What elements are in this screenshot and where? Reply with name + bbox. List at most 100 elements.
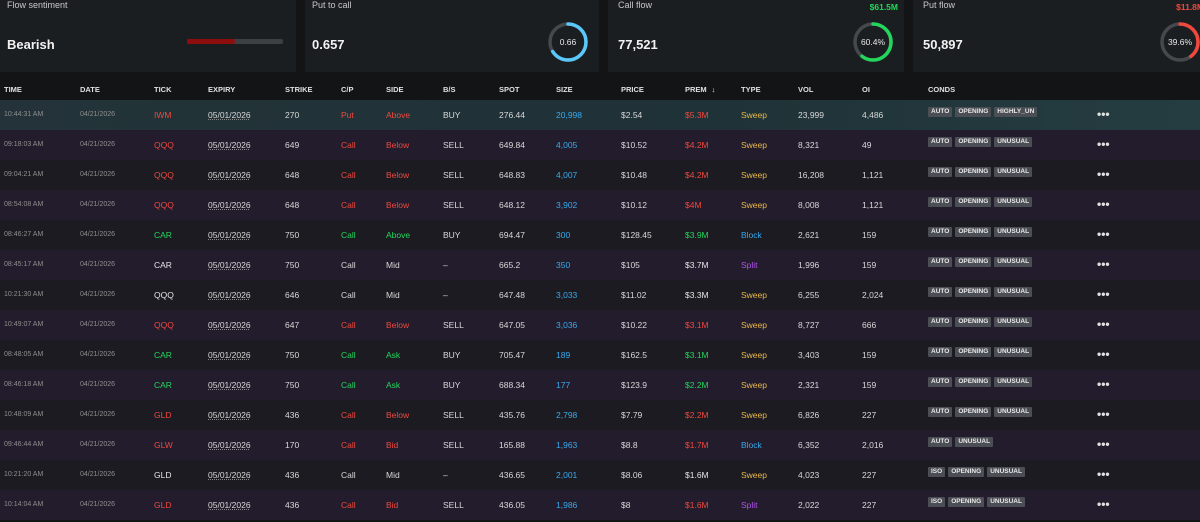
cell-strike: 170 <box>285 440 300 450</box>
cell-tick[interactable]: GLW <box>154 440 173 450</box>
cell-oi: 227 <box>862 470 877 480</box>
cell-price: $11.02 <box>621 290 647 300</box>
cell-size: 189 <box>556 350 571 360</box>
cell-size: 3,902 <box>556 200 578 210</box>
more-options-icon[interactable]: ••• <box>1097 227 1110 241</box>
cell-cp: Call <box>341 290 356 300</box>
cell-bs: – <box>443 470 448 480</box>
call-flow-card: Call flow $61.5M 77,521 60.4% <box>608 0 904 72</box>
cell-strike: 648 <box>285 200 300 210</box>
cell-tick[interactable]: QQQ <box>154 140 174 150</box>
column-header-conds[interactable]: CONDS <box>928 85 956 94</box>
cell-expiry: 05/01/2026 <box>208 290 251 300</box>
column-header-price[interactable]: PRICE <box>621 85 644 94</box>
more-options-icon[interactable]: ••• <box>1097 197 1110 211</box>
more-options-icon[interactable]: ••• <box>1097 287 1110 301</box>
table-row[interactable]: 09:04:21 AM 04/21/2026 QQQ 05/01/2026 648 Cal… <box>0 160 1200 190</box>
more-options-icon[interactable]: ••• <box>1097 107 1110 121</box>
more-options-icon[interactable]: ••• <box>1097 467 1110 481</box>
cell-type: Sweep <box>741 170 767 180</box>
table-row[interactable]: 10:14:04 AM 04/21/2026 GLD 05/01/2026 436 Cal… <box>0 490 1200 520</box>
cell-time: 09:04:21 AM <box>4 171 44 178</box>
cell-size: 2,001 <box>556 470 578 480</box>
column-header-strike[interactable]: STRIKE <box>285 85 313 94</box>
condition-tag: AUTO <box>928 107 953 117</box>
cell-time: 08:48:05 AM <box>4 351 44 358</box>
cell-strike: 647 <box>285 320 300 330</box>
cell-tick[interactable]: CAR <box>154 350 172 360</box>
table-row[interactable]: 08:46:27 AM 04/21/2026 CAR 05/01/2026 750 Cal… <box>0 220 1200 250</box>
table-row[interactable]: 09:18:03 AM 04/21/2026 QQQ 05/01/2026 649 Cal… <box>0 130 1200 160</box>
more-options-icon[interactable]: ••• <box>1097 257 1110 271</box>
column-header-time[interactable]: TIME <box>4 85 22 94</box>
column-header-side[interactable]: SIDE <box>386 85 404 94</box>
table-row[interactable]: 10:21:20 AM 04/21/2026 GLD 05/01/2026 436 Cal… <box>0 460 1200 490</box>
more-options-icon[interactable]: ••• <box>1097 407 1110 421</box>
cell-cp: Call <box>341 350 356 360</box>
cell-price: $123.9 <box>621 380 647 390</box>
cell-bs: SELL <box>443 500 464 510</box>
table-row[interactable]: 09:46:44 AM 04/21/2026 GLW 05/01/2026 170 Cal… <box>0 430 1200 460</box>
table-row[interactable]: 10:21:30 AM 04/21/2026 QQQ 05/01/2026 646 Cal… <box>0 280 1200 310</box>
table-row[interactable]: 08:54:08 AM 04/21/2026 QQQ 05/01/2026 648 Cal… <box>0 190 1200 220</box>
flow-sentiment-card: Flow sentiment Bearish <box>0 0 296 72</box>
condition-tag: OPENING <box>955 257 992 267</box>
more-options-icon[interactable]: ••• <box>1097 137 1110 151</box>
cell-tick[interactable]: CAR <box>154 230 172 240</box>
table-row[interactable]: 10:49:07 AM 04/21/2026 QQQ 05/01/2026 647 Cal… <box>0 310 1200 340</box>
cell-tick[interactable]: QQQ <box>154 170 174 180</box>
cell-price: $10.52 <box>621 140 647 150</box>
column-header-date[interactable]: DATE <box>80 85 100 94</box>
cell-price: $8.06 <box>621 470 643 480</box>
more-options-icon[interactable]: ••• <box>1097 437 1110 451</box>
column-header-vol[interactable]: VOL <box>798 85 814 94</box>
table-row[interactable]: 08:45:17 AM 04/21/2026 CAR 05/01/2026 750 Cal… <box>0 250 1200 280</box>
cell-prem: $2.2M <box>685 380 709 390</box>
more-options-icon[interactable]: ••• <box>1097 347 1110 361</box>
cell-tick[interactable]: QQQ <box>154 200 174 210</box>
cell-strike: 436 <box>285 410 300 420</box>
cell-tick[interactable]: QQQ <box>154 290 174 300</box>
put-to-call-gauge-label: 0.66 <box>559 37 577 47</box>
cell-prem: $3.1M <box>685 320 709 330</box>
cell-tick[interactable]: CAR <box>154 380 172 390</box>
cell-side: Mid <box>386 470 400 480</box>
condition-tag: OPENING <box>948 497 985 507</box>
column-header-cp[interactable]: C/P <box>341 85 354 94</box>
cell-tick[interactable]: GLD <box>154 500 172 510</box>
cell-expiry: 05/01/2026 <box>208 170 251 180</box>
condition-tag: UNUSUAL <box>994 287 1033 297</box>
cell-time: 08:46:18 AM <box>4 381 44 388</box>
more-options-icon[interactable]: ••• <box>1097 377 1110 391</box>
cell-tick[interactable]: CAR <box>154 260 172 270</box>
column-header-oi[interactable]: OI <box>862 85 870 94</box>
table-row[interactable]: 08:48:05 AM 04/21/2026 CAR 05/01/2026 750 Cal… <box>0 340 1200 370</box>
column-header-expiry[interactable]: EXPIRY <box>208 85 236 94</box>
table-row[interactable]: 10:44:31 AM 04/21/2026 IWM 05/01/2026 270 Put… <box>0 100 1200 130</box>
call-flow-gauge-label: 60.4% <box>860 37 886 47</box>
more-options-icon[interactable]: ••• <box>1097 167 1110 181</box>
table-row[interactable]: 08:46:18 AM 04/21/2026 CAR 05/01/2026 750 Cal… <box>0 370 1200 400</box>
column-header-bs[interactable]: B/S <box>443 85 456 94</box>
condition-tag: UNUSUAL <box>994 347 1033 357</box>
cell-tick[interactable]: GLD <box>154 470 172 480</box>
cell-type: Sweep <box>741 320 767 330</box>
more-options-icon[interactable]: ••• <box>1097 497 1110 511</box>
cell-time: 09:18:03 AM <box>4 141 44 148</box>
column-header-prem[interactable]: PREM ↓ <box>685 85 715 94</box>
call-flow-title: Call flow <box>618 0 653 10</box>
column-header-tick[interactable]: TICK <box>154 85 172 94</box>
cell-spot: 647.05 <box>499 320 525 330</box>
cell-cp: Call <box>341 230 356 240</box>
cell-tick[interactable]: GLD <box>154 410 172 420</box>
table-row[interactable]: 10:48:09 AM 04/21/2026 GLD 05/01/2026 436 Cal… <box>0 400 1200 430</box>
more-options-icon[interactable]: ••• <box>1097 317 1110 331</box>
column-header-spot[interactable]: SPOT <box>499 85 520 94</box>
cell-price: $162.5 <box>621 350 647 360</box>
cell-tick[interactable]: IWM <box>154 110 172 120</box>
condition-tag: UNUSUAL <box>955 437 994 447</box>
condition-tag: UNUSUAL <box>987 467 1025 477</box>
cell-tick[interactable]: QQQ <box>154 320 174 330</box>
column-header-size[interactable]: SIZE <box>556 85 573 94</box>
column-header-type[interactable]: TYPE <box>741 85 761 94</box>
